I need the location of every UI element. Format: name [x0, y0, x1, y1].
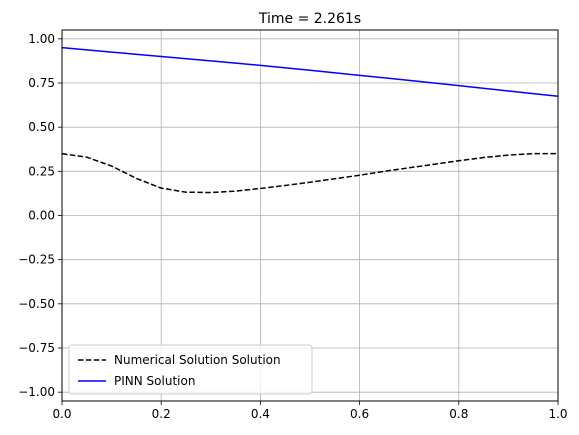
x-tick-label: 0.8 [449, 407, 468, 421]
legend-label: Numerical Solution Solution [114, 353, 281, 367]
y-tick-label: 0.75 [28, 76, 55, 90]
y-tick-label: −1.00 [18, 385, 55, 399]
y-tick-label: 1.00 [28, 32, 55, 46]
legend-label: PINN Solution [114, 374, 195, 388]
y-tick-label: 0.00 [28, 209, 55, 223]
legend: Numerical Solution Solution PINN Solution [68, 344, 313, 395]
series-layer [61, 46, 559, 194]
y-tick-label: 0.50 [28, 120, 55, 134]
chart-title: Time = 2.261s [258, 11, 361, 27]
legend-box [68, 344, 313, 395]
y-tick-label: −0.75 [18, 341, 55, 355]
x-tick-label: 0.6 [350, 407, 369, 421]
y-tick-label: −0.50 [18, 297, 55, 311]
numerical-solution-line [61, 152, 558, 194]
x-tick-label: 1.0 [548, 407, 567, 421]
pinn-solution-line [61, 46, 559, 97]
x-tick-label: 0.2 [152, 407, 171, 421]
y-tick-label: −0.25 [18, 253, 55, 267]
x-tick-label: 0.0 [52, 407, 71, 421]
axes-ticks: 0.0 0.2 0.4 0.6 0.8 1.0 1.00 0.75 0.50 0.25 0.00 −0… [18, 32, 567, 421]
y-tick-label: 0.25 [28, 164, 55, 178]
x-tick-label: 0.4 [251, 407, 270, 421]
